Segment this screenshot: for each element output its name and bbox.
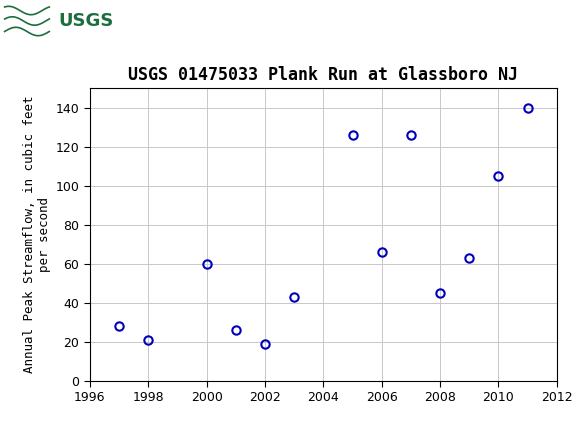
- Text: USGS: USGS: [58, 12, 113, 30]
- Title: USGS 01475033 Plank Run at Glassboro NJ: USGS 01475033 Plank Run at Glassboro NJ: [128, 66, 519, 84]
- FancyBboxPatch shape: [3, 2, 130, 40]
- Y-axis label: Annual Peak Streamflow, in cubic feet
per second: Annual Peak Streamflow, in cubic feet pe…: [23, 95, 52, 373]
